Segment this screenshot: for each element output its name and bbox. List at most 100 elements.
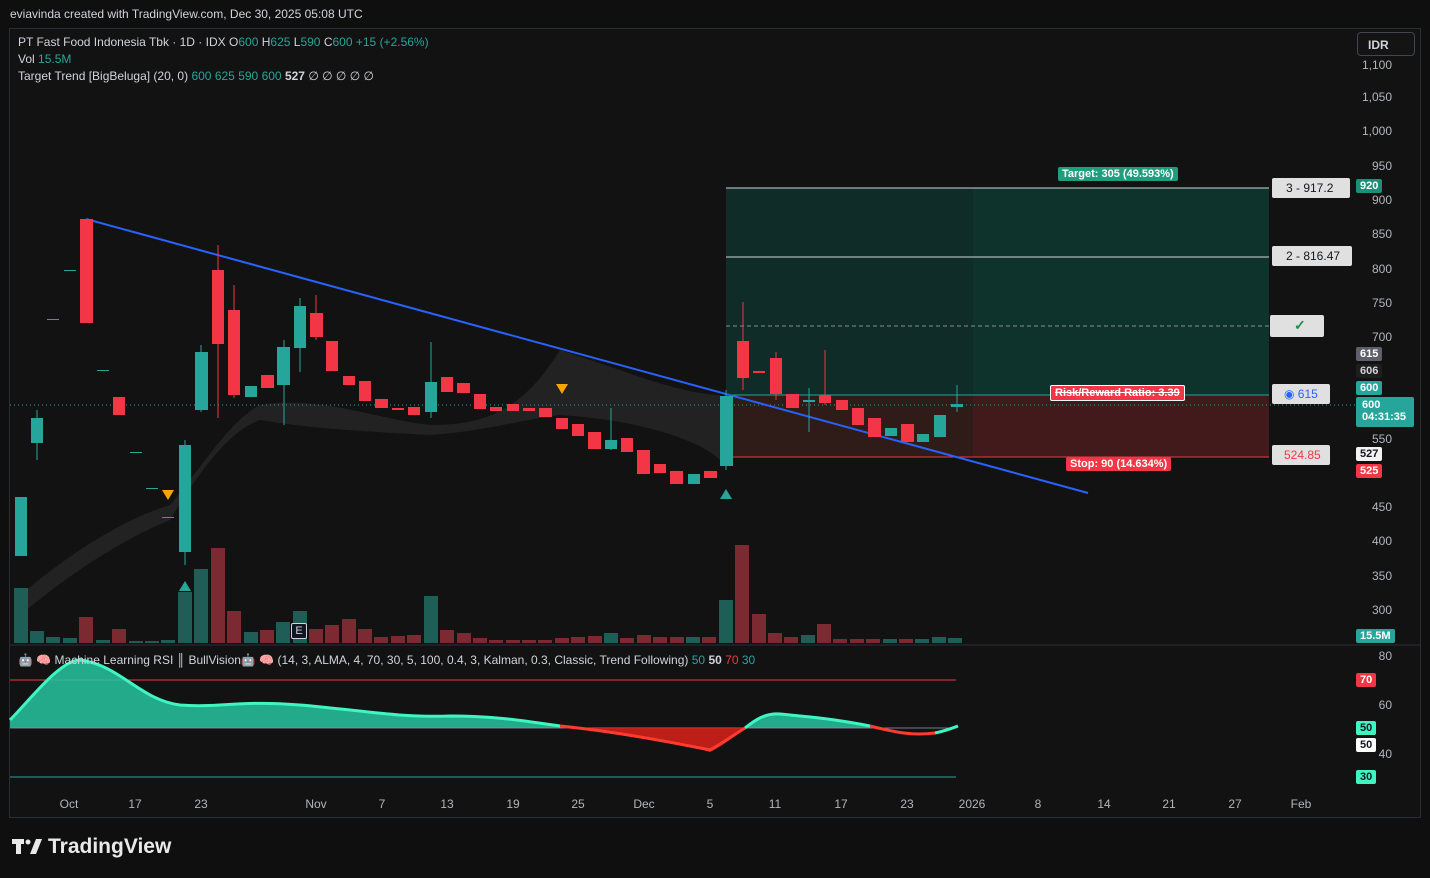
earnings-marker[interactable]: E [291, 623, 307, 639]
buy-signal-triangle [720, 489, 732, 499]
rsi-legend[interactable]: 🤖 🧠 Machine Learning RSI ║ BullVision🤖 🧠… [18, 653, 755, 667]
symbol-legend[interactable]: PT Fast Food Indonesia Tbk · 1D · IDX O6… [18, 35, 429, 49]
rsi-fill-bull [10, 660, 560, 728]
rsi-line-bull-2 [744, 712, 871, 730]
trendline[interactable] [85, 218, 1089, 494]
price-axis-label: 450 [1371, 500, 1392, 514]
volume-tag: 15.5M [1356, 629, 1395, 643]
time-axis-label: Feb [1290, 797, 1312, 811]
rsi-value: 70 [725, 653, 739, 667]
price-axis-label: 700 [1371, 330, 1392, 344]
indicator-legend[interactable]: Target Trend [BigBeluga] (20, 0) 600 625… [18, 69, 374, 83]
rsi-axis-label: 60 [1378, 698, 1392, 712]
candle [457, 383, 470, 393]
price-axis-label: 400 [1371, 534, 1392, 548]
rsi-line-bull-3 [934, 724, 959, 735]
indicator-value: 625 [214, 69, 235, 83]
price-tag-920: 920 [1356, 179, 1383, 193]
candle [572, 424, 584, 436]
price-tag-615: 615 [1356, 347, 1383, 361]
candle [326, 341, 338, 371]
time-axis-label: 11 [768, 797, 782, 811]
entry-label[interactable]: ◉ 615 [1272, 384, 1330, 404]
candle [523, 408, 535, 411]
volume-bars [14, 545, 962, 643]
candle [64, 270, 76, 271]
candle [901, 424, 914, 442]
candle [277, 347, 290, 385]
tp3-label[interactable]: 3 - 917.2 [1272, 178, 1350, 198]
price-tag-525: 525 [1356, 464, 1383, 478]
candle [310, 313, 323, 337]
open-label: O [229, 35, 239, 49]
tp1-check-label[interactable]: ✓ [1270, 315, 1324, 337]
bar-countdown: 04:31:35 [1362, 411, 1407, 423]
close-value: 600 [332, 35, 353, 49]
candle [179, 445, 191, 552]
candle [786, 394, 799, 408]
rsi-line-bear-2 [869, 724, 936, 736]
rsi-line-bear [559, 724, 746, 752]
time-axis-label: 17 [834, 797, 848, 811]
candle [637, 450, 650, 474]
change-value: +15 (+2.56%) [355, 35, 429, 49]
candle [737, 341, 749, 378]
stop-label[interactable]: Stop: 90 (14.634%) [1066, 457, 1172, 471]
candle [212, 270, 224, 344]
top-bar: eviavinda created with TradingView.com, … [0, 0, 1430, 28]
high-label: H [261, 35, 271, 49]
logo-text: TradingView [48, 835, 172, 858]
time-axis-label: 25 [571, 797, 585, 811]
candle [770, 358, 782, 394]
price-axis-label: 1,100 [1361, 58, 1392, 72]
indicator-name: Target Trend [BigBeluga] (20, 0) [18, 69, 189, 83]
sell-signal-triangle [162, 490, 174, 500]
time-axis-label: 5 [706, 797, 714, 811]
candle [934, 415, 946, 437]
rsi-line-bull [8, 658, 561, 728]
price-tag-527: 527 [1356, 447, 1383, 461]
rsi-fill-bull-2 [745, 713, 870, 728]
price-axis-label: 850 [1371, 227, 1392, 241]
candle [343, 376, 355, 385]
price-tag-600-entry: 600 [1356, 381, 1383, 395]
candle [474, 394, 486, 409]
sell-signal-triangle [556, 384, 568, 394]
price-axis-label: 550 [1371, 432, 1392, 446]
time-axis-label: Nov [305, 797, 327, 811]
candle [15, 497, 27, 556]
volume-label: Vol [18, 52, 35, 66]
rsi-axis-label: 40 [1378, 747, 1392, 761]
price-axis-label: 900 [1371, 193, 1392, 207]
candle [441, 377, 453, 392]
indicator-value: 590 [238, 69, 259, 83]
tradingview-logo[interactable]: TradingView [48, 835, 171, 859]
current-price-tag: 600 04:31:35 [1356, 397, 1414, 427]
time-axis-label: 21 [1162, 797, 1176, 811]
low-label: L [293, 35, 301, 49]
indicator-value: 600 [261, 69, 282, 83]
time-axis-label: 13 [440, 797, 454, 811]
rsi-title: 🤖 🧠 Machine Learning RSI ║ BullVision🤖 🧠 [18, 653, 275, 667]
price-tag-606: 606 [1356, 364, 1383, 378]
indicator-value-highlight: 527 [284, 69, 305, 83]
candle [408, 407, 420, 415]
volume-legend[interactable]: Vol 15.5M [18, 52, 71, 66]
candle [688, 474, 700, 484]
buy-signal-triangle [179, 581, 191, 591]
candle [819, 395, 831, 403]
risk-reward-label[interactable]: Risk/Reward Ratio: 3.39 [1050, 385, 1185, 401]
target-label[interactable]: Target: 305 (49.593%) [1058, 167, 1178, 181]
candle [836, 400, 848, 410]
candle [507, 404, 519, 411]
stop-price-label[interactable]: 524.85 [1272, 445, 1330, 465]
time-axis-label: 7 [378, 797, 386, 811]
volume-value: 15.5M [38, 52, 72, 66]
tp2-label[interactable]: 2 - 816.47 [1272, 246, 1352, 266]
high-value: 625 [270, 35, 291, 49]
candle [621, 438, 633, 452]
candle [605, 440, 617, 449]
time-axis-label: 2026 [958, 797, 986, 811]
currency-button[interactable]: IDR [1357, 32, 1415, 56]
